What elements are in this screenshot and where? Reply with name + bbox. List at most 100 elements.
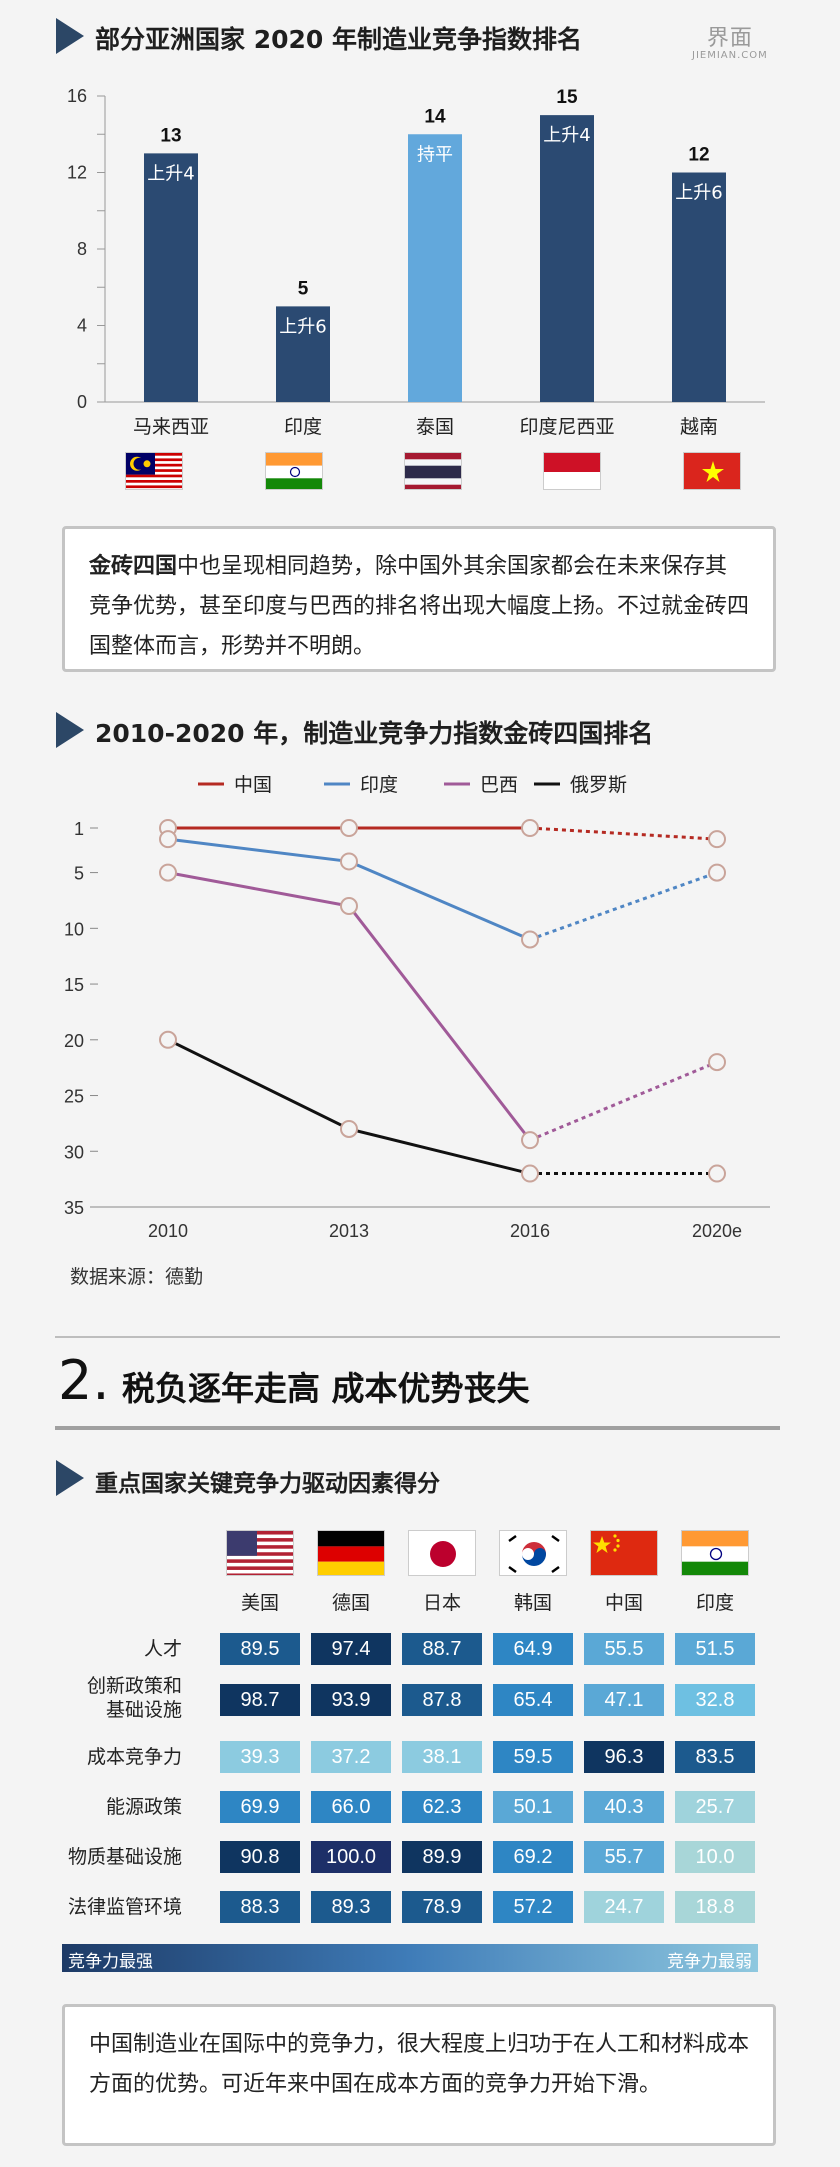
bar-change-label: 上升4 (147, 163, 194, 184)
summary-box-1-text: 中也呈现相同趋势，除中国外其余国家都会在未来保存其竞争优势，甚至印度与巴西的排名… (89, 554, 750, 659)
section-marker-icon (56, 18, 84, 54)
bar (408, 134, 462, 402)
bar (276, 306, 330, 402)
india-flag-icon-2 (681, 1530, 749, 1576)
row-label: 法律监管环境 (67, 1896, 182, 1918)
data-point (340, 819, 358, 837)
bar (540, 115, 594, 402)
x-category-label: 越南 (680, 416, 718, 438)
score-cell: 24.7 (584, 1891, 664, 1923)
china-flag-icon (590, 1530, 658, 1576)
y-tick-label: 25 (64, 1087, 84, 1107)
section-title-1: 部分亚洲国家 2020 年制造业竞争指数排名 (95, 25, 582, 54)
jiemian-logo: 界面 JIEMIAN.COM (692, 20, 768, 61)
data-point (521, 930, 539, 949)
score-cell: 66.0 (311, 1791, 391, 1823)
legend-weak-label: 竞争力最弱 (667, 1952, 752, 1972)
col-header-india: 印度 (695, 1592, 734, 1614)
y-tick-label: 30 (64, 1142, 84, 1162)
section-marker-icon (56, 712, 84, 748)
row-label: 创新政策和 基础设施 (86, 1675, 182, 1721)
legend-label: 中国 (234, 774, 272, 796)
summary-box-2-text: 中国制造业在国际中的竞争力，很大程度上归功于在人工和材料成本方面的优势。可近年来… (89, 2032, 750, 2097)
y-tick-label: 15 (64, 975, 84, 995)
summary-box-1-bold: 金砖四国 (89, 554, 178, 579)
score-cell: 50.1 (493, 1791, 573, 1823)
y-tick-label: 12 (67, 163, 87, 183)
y-tick-label: 20 (64, 1031, 84, 1051)
bar-value-label: 12 (688, 145, 709, 166)
divider-bottom (55, 1426, 780, 1430)
score-cell: 88.3 (220, 1891, 300, 1923)
series-line-projected (529, 871, 718, 941)
score-cell: 93.9 (311, 1684, 391, 1716)
bar-change-label: 上升4 (543, 125, 590, 146)
x-tick-label: 2013 (329, 1221, 369, 1241)
bar-change-label: 上升6 (279, 316, 326, 337)
row-label: 人才 (143, 1638, 182, 1660)
score-cell: 55.5 (584, 1633, 664, 1665)
section-marker-icon (56, 1460, 84, 1496)
japan-flag-icon (408, 1530, 476, 1576)
bar-change-label: 持平 (417, 144, 453, 165)
usa-flag-icon (226, 1530, 294, 1576)
indonesia-flag-icon (543, 452, 601, 490)
x-category-label: 马来西亚 (133, 416, 209, 438)
divider-top (55, 1336, 780, 1338)
y-tick-label: 8 (77, 239, 87, 259)
col-header-germany: 德国 (331, 1592, 370, 1614)
logo-mark: 界面 (706, 26, 753, 51)
score-cell: 100.0 (311, 1841, 391, 1873)
series-line (167, 1038, 531, 1176)
row-label: 物质基础设施 (67, 1846, 182, 1868)
score-cell: 65.4 (493, 1684, 573, 1716)
score-cell: 37.2 (311, 1741, 391, 1773)
score-cell: 89.5 (220, 1633, 300, 1665)
data-source: 数据来源：德勤 (70, 1266, 204, 1288)
score-cell: 90.8 (220, 1841, 300, 1873)
malaysia-flag-icon (125, 452, 183, 490)
logo-sub: JIEMIAN.COM (692, 50, 768, 61)
series-line-projected (529, 1060, 718, 1142)
bar-value-label: 14 (424, 106, 446, 127)
section-title-2: 2010-2020 年，制造业竞争力指数金砖四国排名 (95, 719, 654, 748)
summary-box-2: 中国制造业在国际中的竞争力，很大程度上归功于在人工和材料成本方面的优势。可近年来… (62, 2004, 776, 2146)
score-cell: 96.3 (584, 1741, 664, 1773)
data-point (159, 863, 177, 882)
vietnam-flag-icon (683, 452, 741, 490)
x-category-label: 泰国 (416, 416, 454, 438)
germany-flag-icon (317, 1530, 385, 1576)
score-cell: 83.5 (675, 1741, 755, 1773)
data-point (340, 1119, 358, 1138)
col-header-korea: 韩国 (513, 1592, 552, 1614)
thailand-flag-icon (404, 452, 462, 490)
y-tick-label: 4 (77, 316, 87, 336)
y-tick-label: 35 (64, 1198, 84, 1218)
x-tick-label: 2010 (148, 1221, 188, 1241)
y-tick-label: 5 (74, 864, 84, 884)
summary-box-1: 金砖四国中也呈现相同趋势，除中国外其余国家都会在未来保存其竞争优势，甚至印度与巴… (62, 526, 776, 672)
x-category-label: 印度尼西亚 (519, 416, 614, 438)
score-cell: 62.3 (402, 1791, 482, 1823)
row-label: 能源政策 (105, 1796, 182, 1818)
data-point (340, 852, 358, 871)
bar-value-label: 13 (160, 125, 181, 146)
y-tick-label: 0 (77, 392, 87, 412)
bar (672, 172, 726, 402)
bar (144, 153, 198, 402)
score-cell: 89.3 (311, 1891, 391, 1923)
x-tick-label: 2016 (510, 1221, 550, 1241)
score-cell: 47.1 (584, 1684, 664, 1716)
row-label: 成本竞争力 (86, 1746, 182, 1768)
y-tick-label: 10 (64, 919, 84, 939)
data-point (708, 830, 726, 849)
score-cell: 78.9 (402, 1891, 482, 1923)
score-cell: 25.7 (675, 1791, 755, 1823)
col-header-japan: 日本 (422, 1592, 461, 1614)
score-cell: 57.2 (493, 1891, 573, 1923)
score-cell: 39.3 (220, 1741, 300, 1773)
data-point (708, 863, 726, 882)
bar-value-label: 5 (298, 278, 309, 299)
